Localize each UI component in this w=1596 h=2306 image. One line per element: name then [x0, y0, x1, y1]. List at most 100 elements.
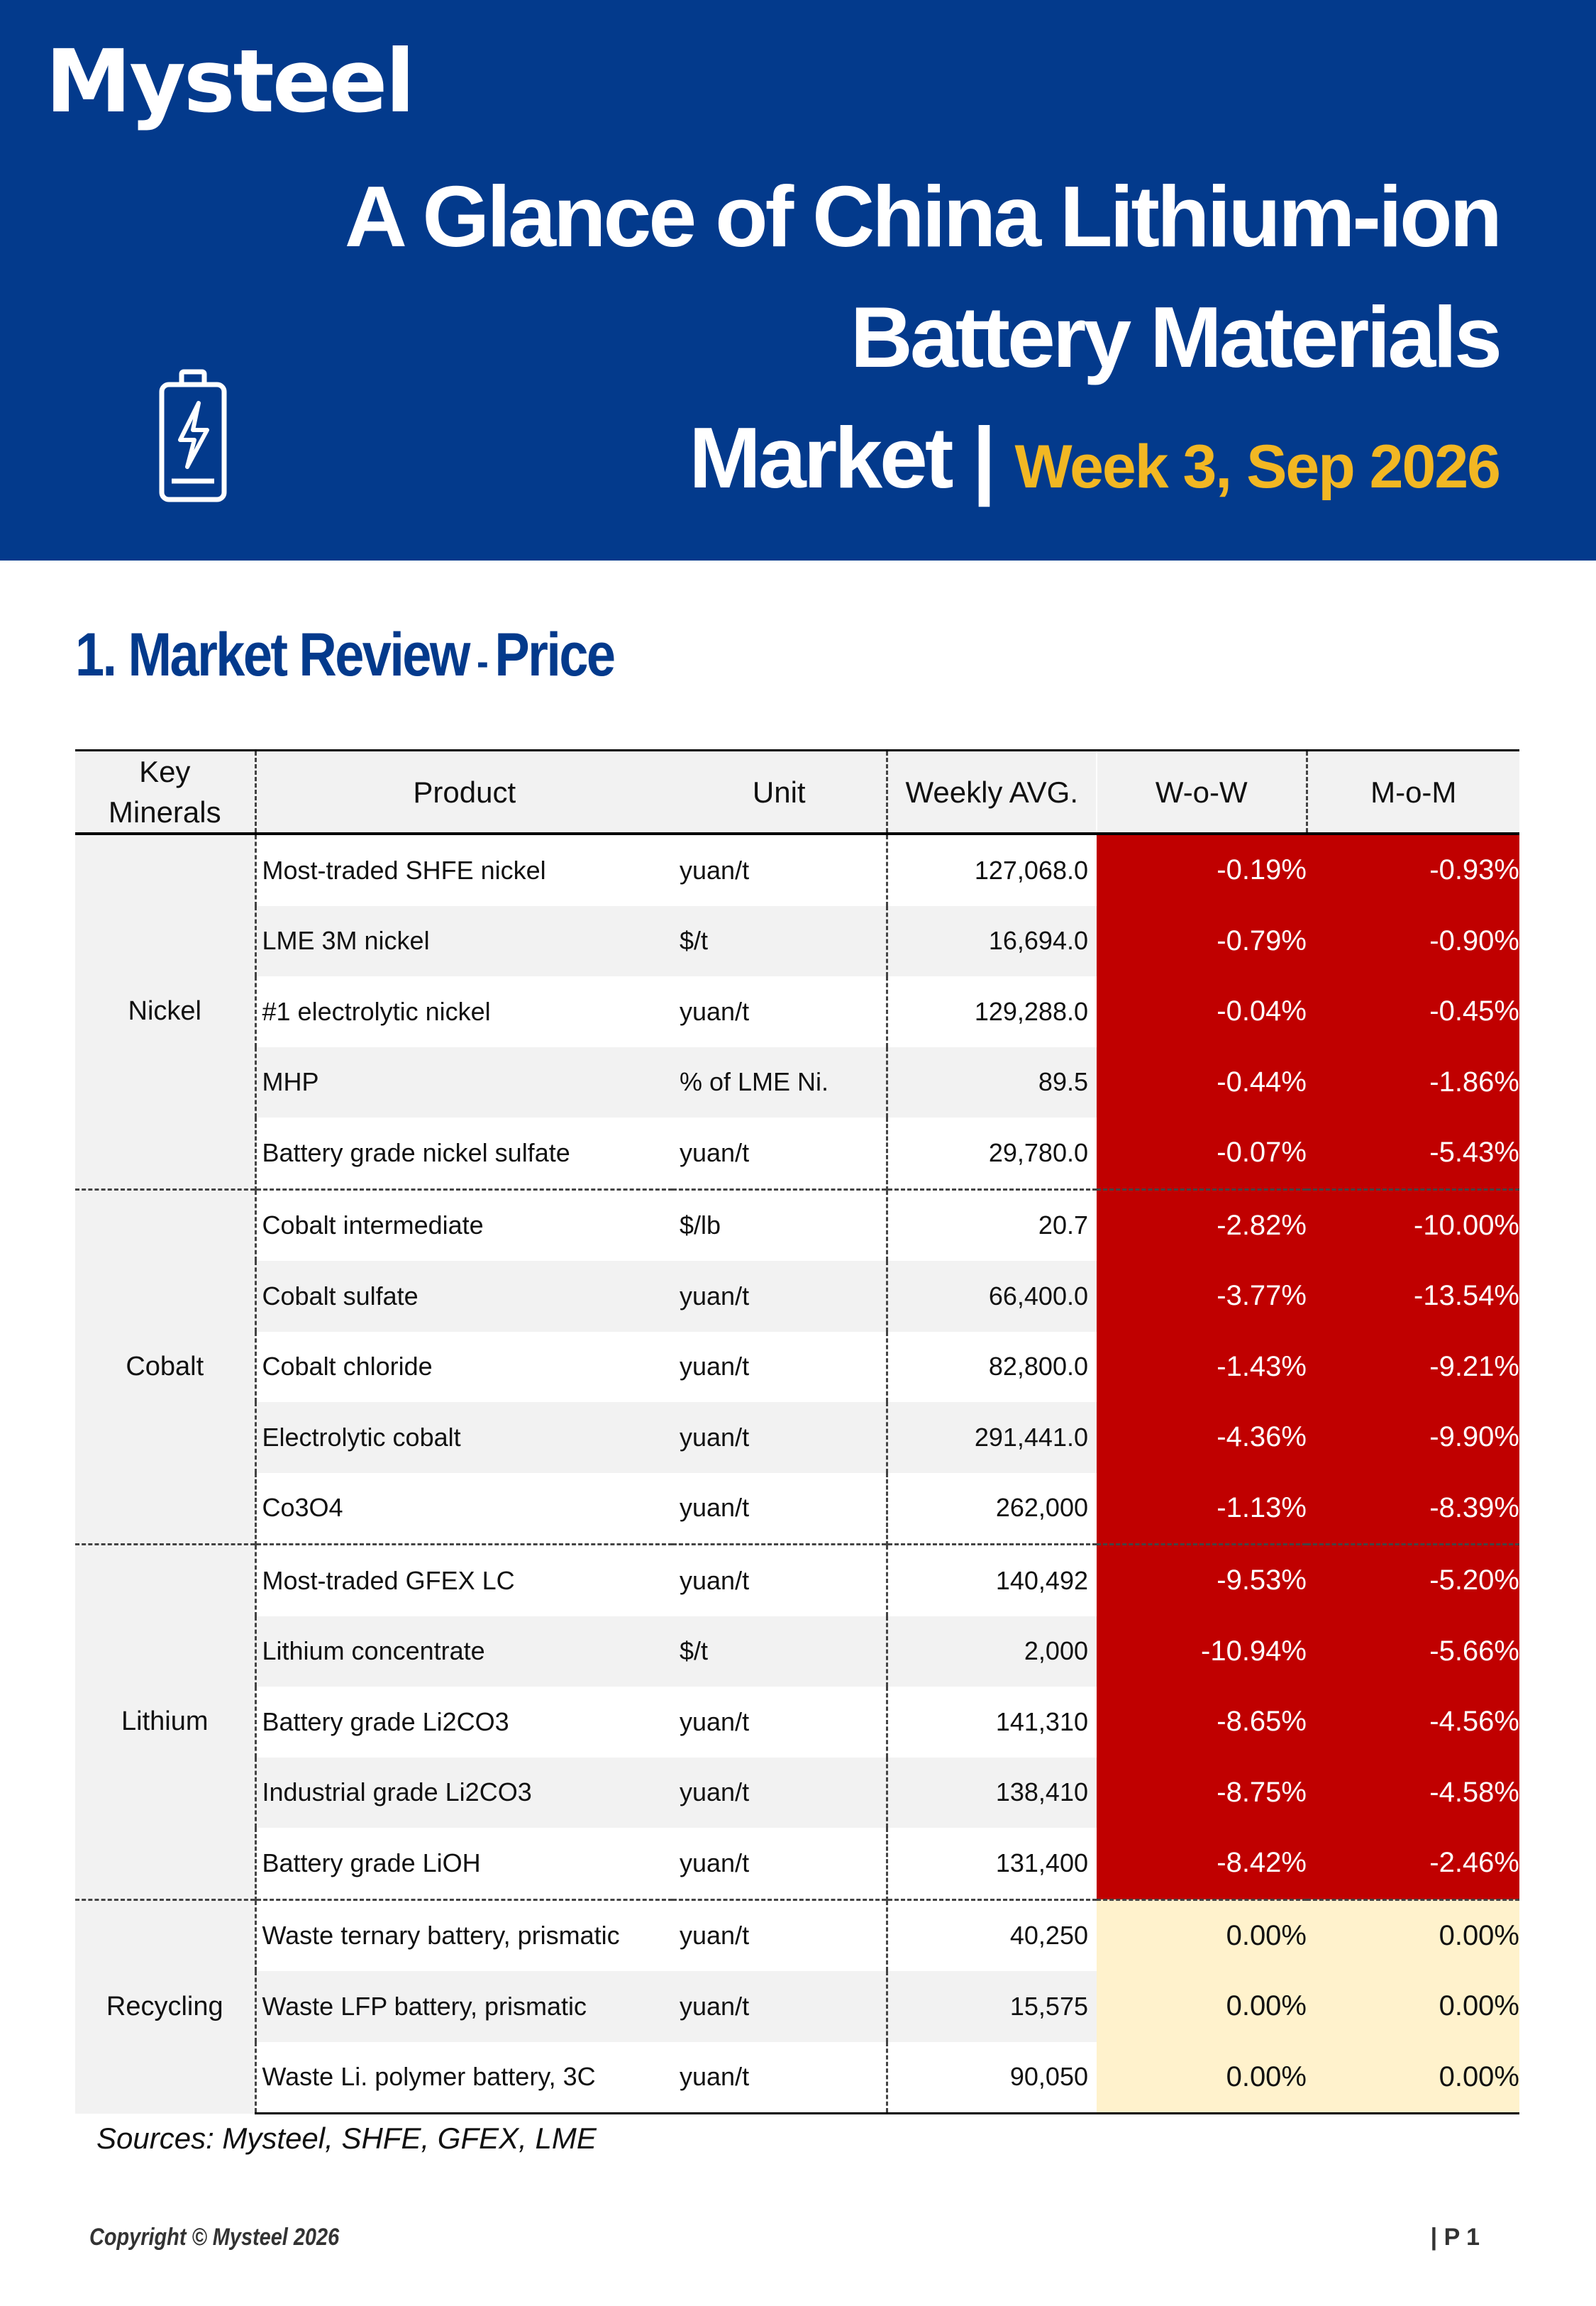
wow-cell: 0.00%: [1097, 1971, 1307, 2042]
unit-cell: $/t: [672, 1616, 887, 1687]
header-wow: W-o-W: [1097, 749, 1308, 835]
header-product: Product: [255, 749, 672, 835]
wow-cell: -10.94%: [1097, 1616, 1307, 1687]
table-row: #1 electrolytic nickel yuan/t 129,288.0 -0.…: [75, 976, 1519, 1047]
unit-cell: yuan/t: [672, 1402, 887, 1473]
header-mom: M-o-M: [1307, 749, 1519, 835]
sources-note: Sources: Mysteel, SHFE, GFEX, LME: [96, 2122, 597, 2155]
unit-cell: yuan/t: [672, 1898, 887, 1971]
mom-cell: -0.93%: [1307, 834, 1519, 906]
weekly-avg-cell: 16,694.0: [885, 905, 1097, 976]
mom-cell: -13.54%: [1307, 1261, 1519, 1332]
weekly-avg-cell: 90,050: [885, 2041, 1097, 2114]
unit-cell: yuan/t: [680, 996, 750, 1026]
wow-cell: -1.43%: [1097, 1331, 1307, 1402]
wow-cell: -8.65%: [1097, 1687, 1307, 1758]
unit-cell: % of LME Ni.: [672, 1047, 887, 1118]
table-row: Lithium concentrate $/t 2,000 -10.94% -5.66%: [75, 1616, 1519, 1687]
report-title: A Glance of China Lithium-ion Battery Ma…: [344, 156, 1502, 527]
unit-cell: yuan/t: [680, 855, 750, 885]
product-cell: Waste ternary battery, prismatic: [255, 1898, 672, 1971]
table-row: MHP% of LME Ni. 89.5 -0.44% -1.86%: [75, 1047, 1519, 1118]
mom-cell: -9.90%: [1307, 1402, 1519, 1473]
mom-cell: -5.66%: [1307, 1616, 1519, 1687]
section-title-sub: Price: [494, 621, 616, 689]
weekly-avg-cell: 131,400: [885, 1828, 1097, 1899]
table-row: Co3O4 yuan/t 262,000 -1.13% -8.39%: [75, 1472, 1519, 1545]
unit-cell: yuan/t: [672, 1757, 887, 1828]
weekly-avg-cell: 291,441.0: [885, 1402, 1097, 1473]
unit-cell: yuan/t: [680, 1137, 750, 1167]
title-line-1: A Glance of China Lithium-ion: [344, 168, 1502, 265]
weekly-avg-cell: 127,068.0: [885, 834, 1097, 906]
unit-cell: $/lb: [672, 1188, 887, 1261]
unit-cell: yuan/t: [672, 1971, 887, 2042]
product-cell: Most-traded SHFE nickel: [262, 855, 546, 885]
mom-cell: -4.58%: [1307, 1757, 1519, 1828]
product-cell: #1 electrolytic nickel: [262, 996, 491, 1026]
wow-cell: -1.13%: [1097, 1472, 1307, 1545]
mom-cell: -9.21%: [1307, 1331, 1519, 1402]
product-cell: Battery grade Li2CO3: [262, 1706, 509, 1736]
table-row: Industrial grade Li2CO3 yuan/t 138,410 -8.7…: [75, 1757, 1519, 1828]
header-key-minerals: Key Minerals: [75, 749, 257, 835]
mom-cell: -8.39%: [1307, 1472, 1519, 1545]
mineral-group-label: Recycling: [75, 1898, 257, 2114]
table-header-row: Key Minerals Product Unit Weekly AVG. W-o…: [75, 749, 1519, 835]
table-row: LME 3M nickel $/t 16,694.0 -0.79% -0.90%: [75, 905, 1519, 976]
title-line-2: Battery Materials: [850, 289, 1502, 385]
product-cell: Waste Li. polymer battery, 3C: [255, 2041, 672, 2114]
weekly-avg-cell: 66,400.0: [885, 1261, 1097, 1332]
table-row: Cobalt chloride yuan/t 82,800.0 -1.43% -9.21…: [75, 1331, 1519, 1402]
weekly-avg-cell: 141,310: [885, 1687, 1097, 1758]
mineral-group-label: Nickel: [75, 834, 257, 1189]
product-cell: Cobalt intermediate: [255, 1188, 672, 1261]
product-cell: LME 3M nickel: [255, 905, 672, 976]
weekly-avg-cell: 140,492: [885, 1543, 1097, 1616]
table-row: Cobalt sulfate yuan/t 66,400.0 -3.77% -13.54…: [75, 1261, 1519, 1332]
unit-cell: yuan/t: [672, 1543, 887, 1616]
mom-cell: -1.86%: [1307, 1047, 1519, 1118]
table-row: Lithium Most-traded GFEX LC yuan/t 140,492-…: [75, 1543, 1519, 1899]
mom-cell: -10.00%: [1307, 1188, 1519, 1261]
week-label: Week 3, Sep 2026: [1014, 433, 1501, 501]
weekly-avg-cell: 138,410: [885, 1757, 1097, 1828]
battery-charging-icon: [159, 369, 227, 502]
unit-cell: $/t: [672, 905, 887, 976]
mom-cell: -2.46%: [1307, 1828, 1519, 1899]
title-line-3: Market | Week 3, Sep 2026: [345, 397, 1501, 527]
table-row: Cobalt Cobalt intermediate $/lb 20.7 -2.82% -…: [75, 1188, 1519, 1545]
product-cell: Most-traded GFEX LC: [255, 1543, 672, 1616]
product-cell: Cobalt sulfate: [255, 1261, 672, 1332]
wow-cell: -0.19%: [1097, 834, 1307, 906]
mom-cell: 0.00%: [1307, 1898, 1519, 1971]
header-banner: Mysteel A Glance of China Lithium-ion Ba…: [0, 0, 1596, 561]
mom-cell: -5.20%: [1307, 1543, 1519, 1616]
unit-cell: yuan/t: [680, 1493, 750, 1523]
mom-cell: -0.90%: [1307, 905, 1519, 976]
wow-cell: 0.00%: [1097, 2041, 1307, 2114]
mom-cell: 0.00%: [1307, 2041, 1519, 2114]
unit-cell: yuan/t: [680, 1848, 750, 1877]
product-cell: Battery grade nickel sulfate: [262, 1137, 570, 1167]
table-row: Recycling Waste ternary battery, prismati…: [75, 1898, 1519, 2114]
product-cell: MHP: [255, 1047, 672, 1118]
table-body: Nickel Most-traded SHFE nickel yuan/t 127,0…: [75, 834, 1519, 2114]
wow-cell: -9.53%: [1097, 1543, 1307, 1616]
table-row: Battery grade Li2CO3 yuan/t 141,310 -8.65% -…: [75, 1687, 1519, 1758]
unit-cell: yuan/t: [680, 1352, 750, 1381]
weekly-avg-cell: 29,780.0: [885, 1118, 1097, 1189]
product-cell: Electrolytic cobalt: [255, 1402, 672, 1473]
product-cell: Co3O4: [262, 1493, 343, 1523]
wow-cell: -2.82%: [1097, 1188, 1307, 1261]
unit-cell: yuan/t: [680, 1706, 750, 1736]
section-title-main: 1. Market Review: [75, 621, 470, 689]
table-row: Waste Li. polymer battery, 3C yuan/t 90,05…: [75, 2041, 1519, 2114]
wow-cell: -3.77%: [1097, 1261, 1307, 1332]
weekly-avg-cell: 40,250: [885, 1898, 1097, 1971]
unit-cell: yuan/t: [672, 2041, 887, 2114]
title-market: Market |: [689, 409, 996, 506]
product-cell: Battery grade LiOH: [262, 1848, 481, 1877]
table-row: Battery grade LiOH yuan/t 131,400 -8.42% -2.…: [75, 1828, 1519, 1899]
weekly-avg-cell: 2,000: [885, 1616, 1097, 1687]
